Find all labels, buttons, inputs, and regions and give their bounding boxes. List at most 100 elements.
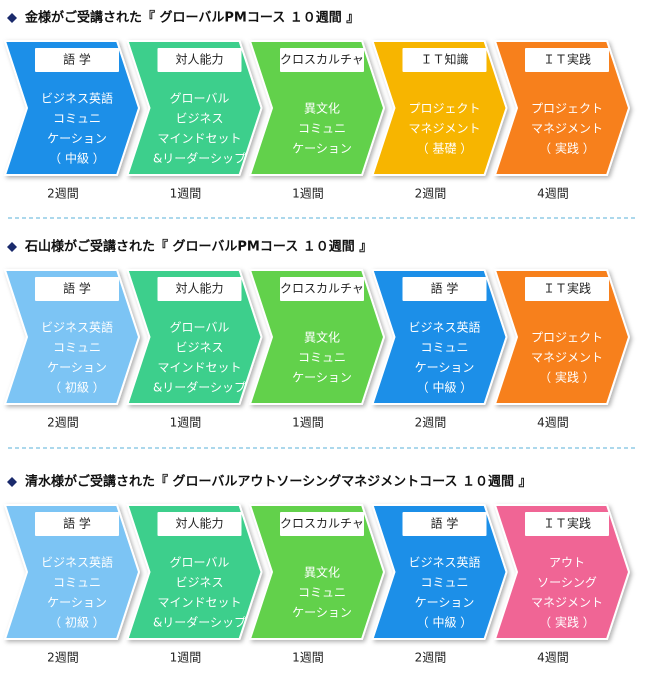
step-line: コミュニ — [53, 341, 101, 355]
step-line: （ 中級 ） — [417, 615, 473, 630]
duration: 4週間 — [537, 416, 569, 430]
label-box — [157, 48, 242, 72]
step-line: アウト — [549, 556, 585, 570]
label-box — [280, 48, 364, 72]
label-box — [402, 277, 487, 301]
chevron — [371, 269, 508, 405]
step-line: コミュニ — [298, 122, 346, 136]
section-title: 金様がご受講された『 グローバルPMコース １０週間 』 — [24, 10, 359, 26]
step-label: ＩＴ実践 — [543, 516, 591, 531]
step-label: クロスカルチャ — [280, 53, 364, 67]
step-line: ビジネス英語 — [408, 555, 480, 570]
step-line: グローバル — [170, 321, 230, 335]
step-line: ビジネス英語 — [408, 320, 480, 335]
label-box — [157, 277, 242, 301]
step-line: マインドセット — [157, 596, 241, 610]
step-line: コミュニ — [420, 341, 468, 355]
step-line: &リーダーシップ — [153, 151, 246, 166]
label-box — [157, 512, 242, 536]
bullet — [7, 477, 17, 487]
chevron — [248, 40, 386, 176]
duration: 1週間 — [170, 416, 202, 430]
step-line: ケーション — [47, 361, 107, 375]
step-line: （ 実践 ） — [539, 370, 595, 385]
step-line: コミュニ — [420, 576, 468, 590]
bullet — [7, 242, 17, 252]
label-box — [280, 512, 364, 536]
duration: 2週間 — [47, 416, 79, 430]
duration: 1週間 — [292, 416, 324, 430]
chevron — [3, 269, 141, 405]
label-box — [525, 512, 609, 536]
step-line: ケーション — [47, 596, 107, 610]
step-line: マネジメント — [531, 351, 603, 365]
step-label: ＩＴ実践 — [543, 52, 591, 67]
step-line: ソーシング — [537, 576, 597, 590]
step-label: 対人能力 — [175, 282, 223, 296]
step-line: プロジェクト — [531, 331, 603, 345]
step-line: ケーション — [292, 606, 352, 620]
label-box — [280, 277, 364, 301]
step-line: ビジネス英語 — [41, 91, 113, 106]
duration: 1週間 — [170, 651, 202, 665]
step-line: &リーダーシップ — [153, 615, 246, 630]
step-line: プロジェクト — [531, 102, 603, 116]
step-line: 異文化 — [304, 330, 340, 345]
step-line: コミュニ — [53, 576, 101, 590]
chevron — [3, 504, 141, 640]
step-line: （ 基礎 ） — [417, 142, 473, 156]
duration: 1週間 — [292, 651, 324, 665]
chevron — [371, 40, 508, 176]
step-label: 語 学 — [63, 52, 91, 67]
duration: 1週間 — [170, 187, 202, 201]
step-line: &リーダーシップ — [153, 380, 246, 395]
step-line: ケーション — [47, 132, 107, 146]
duration: 2週間 — [415, 651, 447, 665]
duration: 2週間 — [47, 651, 79, 665]
chevron — [126, 269, 263, 405]
step-line: グローバル — [170, 556, 230, 570]
step-line: マネジメント — [408, 122, 480, 136]
step-label: クロスカルチャ — [280, 517, 364, 531]
step-line: ビジネス — [175, 576, 223, 590]
step-label: ＩＴ実践 — [543, 281, 591, 296]
section-title: 清水様がご受講された『 グローバルアウトソーシングマネジメントコース １０週間 … — [25, 474, 532, 490]
step-line: ビジネス — [175, 112, 223, 126]
step-line: 異文化 — [304, 101, 340, 116]
label-box — [402, 48, 487, 72]
step-line: グローバル — [170, 92, 230, 106]
step-line: コミュニ — [53, 112, 101, 126]
label-box — [35, 277, 119, 301]
step-line: プロジェクト — [408, 102, 480, 116]
step-line: マインドセット — [157, 361, 241, 375]
step-label: 語 学 — [431, 516, 459, 531]
duration: 2週間 — [415, 416, 447, 430]
label-box — [402, 512, 487, 536]
bullet — [7, 13, 17, 23]
chevron — [493, 40, 631, 176]
step-label: ＩＴ知識 — [420, 53, 468, 67]
step-line: （ 実践 ） — [539, 615, 595, 630]
duration: 2週間 — [415, 187, 447, 201]
step-label: 語 学 — [63, 516, 91, 531]
chevron — [371, 504, 508, 640]
step-line: ビジネス英語 — [41, 555, 113, 570]
step-line: ケーション — [292, 142, 352, 156]
duration: 4週間 — [537, 651, 569, 665]
step-line: コミュニ — [298, 586, 346, 600]
step-label: 対人能力 — [175, 517, 223, 531]
label-box — [35, 48, 119, 72]
step-line: マネジメント — [531, 596, 603, 610]
step-label: クロスカルチャ — [280, 282, 364, 296]
chevron — [248, 504, 386, 640]
chevron — [248, 269, 386, 405]
step-line: ビジネス — [175, 341, 223, 355]
label-box — [525, 277, 609, 301]
step-line: （ 中級 ） — [417, 380, 473, 395]
step-line: ケーション — [415, 596, 475, 610]
chevron — [493, 269, 631, 405]
step-line: （ 中級 ） — [49, 151, 105, 166]
step-line: マインドセット — [157, 132, 241, 146]
step-line: ケーション — [292, 371, 352, 385]
step-line: 異文化 — [304, 565, 340, 580]
